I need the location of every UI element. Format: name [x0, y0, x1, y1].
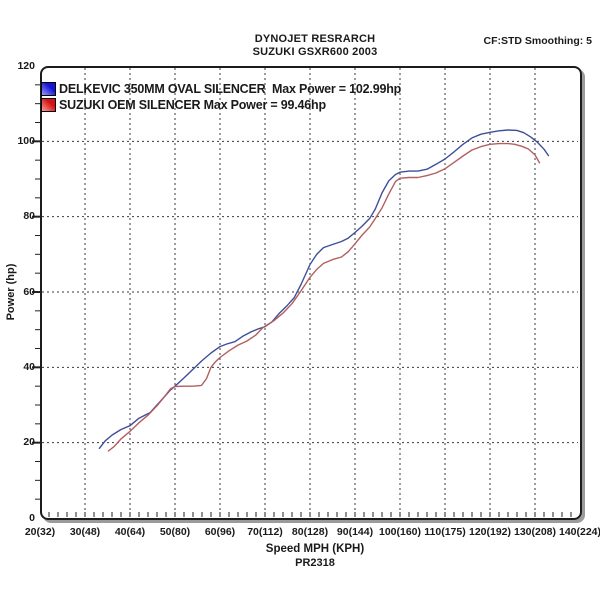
y-tick-label: 0: [29, 511, 35, 524]
legend-label-oem: SUZUKI OEM SILENCER Max Power = 99.46hp: [59, 98, 326, 112]
legend-item-delkevic: DELKEVIC 350MM OVAL SILENCER Max Power =…: [41, 81, 401, 97]
smoothing-setting: CF:STD Smoothing: 5: [483, 35, 593, 47]
x-tick-label: 110(175): [424, 526, 466, 538]
run-id: PR2318: [295, 557, 335, 569]
y-tick-label: 80: [23, 210, 35, 223]
y-tick-label: 100: [17, 134, 35, 147]
y-tick-label: 20: [23, 436, 35, 449]
legend-item-oem: SUZUKI OEM SILENCER Max Power = 99.46hp: [41, 97, 401, 113]
legend: DELKEVIC 350MM OVAL SILENCER Max Power =…: [41, 81, 401, 113]
x-tick-label: 60(96): [204, 526, 236, 538]
dyno-header-line2: SUZUKI GSXR600 2003: [252, 46, 378, 58]
x-tick-label: 120(192): [468, 526, 512, 538]
y-tick-label: 60: [23, 285, 35, 298]
x-tick-label: 30(48): [69, 526, 101, 538]
x-tick-label: 20(32): [24, 526, 56, 538]
x-tick-label: 70(112): [247, 526, 283, 538]
x-tick-label: 140(224): [558, 526, 600, 538]
dyno-header-line1: DYNOJET RESRARCH: [254, 33, 376, 45]
series-delkevic-line: [98, 129, 550, 449]
legend-swatch-delkevic: [41, 82, 56, 96]
x-tick-label: 50(80): [159, 526, 191, 538]
series-oem-line: [107, 142, 541, 452]
legend-swatch-oem: [41, 98, 56, 112]
legend-label-delkevic: DELKEVIC 350MM OVAL SILENCER Max Power =…: [59, 82, 402, 96]
x-tick-label: 40(64): [114, 526, 146, 538]
y-tick-label: 40: [23, 360, 35, 373]
y-tick-label: 120: [17, 59, 35, 72]
x-tick-label: 130(208): [513, 526, 557, 538]
x-axis-label: Speed MPH (KPH): [265, 543, 365, 555]
x-tick-label: 80(128): [291, 526, 329, 538]
x-tick-label: 90(144): [336, 526, 374, 538]
x-tick-label: 100(160): [378, 526, 422, 538]
